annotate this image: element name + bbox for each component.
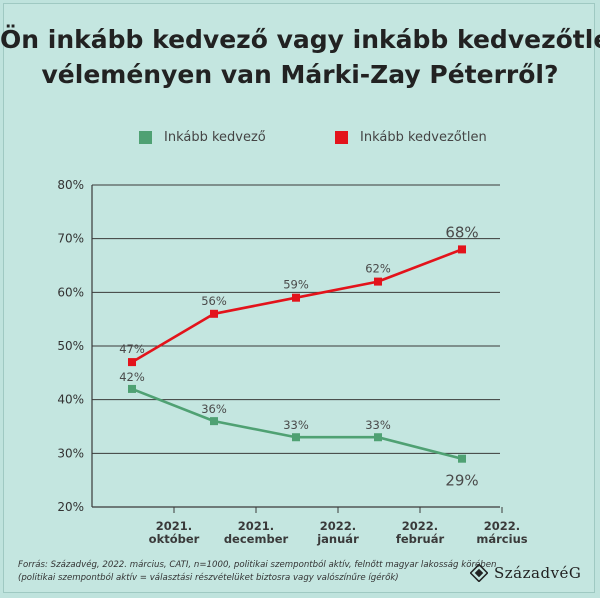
unfavorable-line (131, 248, 463, 364)
title-line-1: Ön inkább kedvező vagy inkább kedvezőtle… (0, 25, 600, 54)
diamond-logo-icon (470, 564, 488, 582)
unfavorable-point (210, 309, 218, 318)
unfavorable-data-label: 62% (365, 262, 391, 276)
y-tick-label: 60% (57, 285, 84, 299)
legend: Inkább kedvező Inkább kedvezőtlen (0, 130, 600, 152)
x-tick-label: február (396, 532, 445, 546)
y-tick-label: 80% (57, 178, 84, 192)
legend-item-favorable: Inkább kedvező (139, 130, 266, 145)
unfavorable-data-label: 59% (283, 278, 309, 292)
favorable-point (292, 433, 300, 442)
chart-title: Ön inkább kedvező vagy inkább kedvezőtle… (0, 22, 600, 92)
x-tick-label: 2022. (484, 519, 520, 533)
source-note: Forrás: Századvég, 2022. március, CATI, … (18, 559, 497, 584)
favorable-point (128, 384, 136, 393)
source-line-2: (politikai szempontból aktív = választás… (18, 572, 399, 583)
x-tick-label: 2021. (156, 519, 192, 533)
source-line-1: Forrás: Századvég, 2022. március, CATI, … (18, 560, 497, 570)
x-tick-label: október (149, 532, 200, 546)
unfavorable-data-label: 47% (119, 342, 145, 356)
legend-label-favorable: Inkább kedvező (164, 130, 266, 145)
x-tick-label: 2021. (238, 519, 274, 533)
favorable-point (374, 433, 382, 442)
unfavorable-point (374, 277, 382, 286)
unfavorable-point (292, 293, 300, 302)
x-tick-label: január (316, 532, 359, 546)
x-tick-label: 2022. (402, 519, 438, 533)
title-line-2: véleményen van Márki-Zay Péterről? (41, 60, 559, 89)
unfavorable-point (458, 245, 466, 254)
x-tick-label: március (476, 532, 527, 546)
favorable-data-label: 29% (445, 472, 478, 490)
x-tick-label: december (224, 532, 289, 546)
favorable-data-label: 36% (201, 402, 227, 416)
legend-item-unfavorable: Inkább kedvezőtlen (335, 130, 487, 145)
favorable-data-label: 33% (365, 418, 391, 432)
y-tick-label: 20% (57, 500, 84, 514)
favorable-point (210, 417, 218, 426)
y-tick-label: 40% (57, 393, 84, 407)
y-tick-label: 50% (57, 339, 84, 353)
unfavorable-data-label: 68% (445, 223, 478, 241)
legend-swatch-unfavorable (335, 131, 348, 144)
favorable-data-label: 42% (119, 370, 145, 384)
favorable-data-label: 33% (283, 418, 309, 432)
x-tick-label: 2022. (320, 519, 356, 533)
unfavorable-point (128, 358, 136, 367)
y-tick-label: 70% (57, 232, 84, 246)
legend-swatch-favorable (139, 131, 152, 144)
legend-label-unfavorable: Inkább kedvezőtlen (360, 130, 487, 145)
unfavorable-data-label: 56% (201, 294, 227, 308)
y-tick-label: 30% (57, 446, 84, 460)
szazadveg-logo: SzázadvéG (470, 564, 581, 582)
logo-text: SzázadvéG (494, 564, 582, 582)
favorable-point (458, 454, 466, 463)
